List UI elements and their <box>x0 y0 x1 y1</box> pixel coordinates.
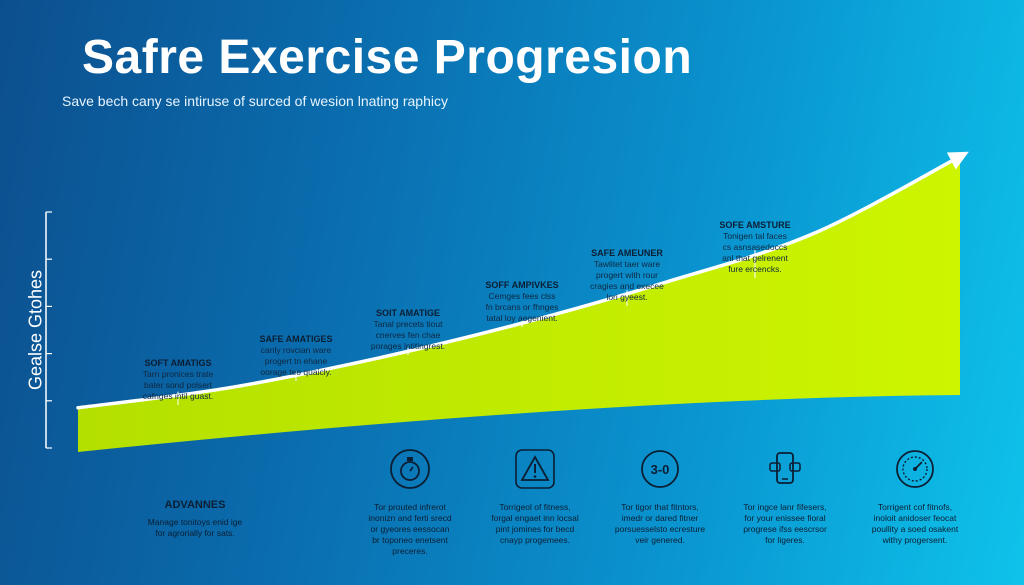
stage-desc-line: Tonigen tal faces <box>723 231 787 241</box>
info-card-line: pint jomines for becd <box>495 524 575 534</box>
stage-desc-line: cs asnsasedoccs <box>722 242 788 252</box>
info-card-line: Tor prouted infrerot <box>374 502 446 512</box>
info-card-line: inonizn and ferti srecd <box>368 513 452 523</box>
stage-desc-line: cragies and execee <box>590 281 664 291</box>
info-card-line: progrese ifss eescrsor <box>743 524 827 534</box>
advance-card: ADVANNES Manage tonitoys enid ige for ag… <box>120 500 270 539</box>
stage-label: SOIT AMATIGE Tanal precets tiout cnerves f… <box>348 308 468 352</box>
advance-line: Manage tonitoys enid ige <box>147 517 243 527</box>
info-card-line: for ligeres. <box>765 535 805 545</box>
info-card-line: for your enissee fioral <box>744 513 826 523</box>
arrow-head <box>946 151 969 170</box>
stage-label: SAFE AMATIGES canly rovcian ware progert t… <box>236 334 356 378</box>
icon-badge-text: 3-0 <box>651 462 670 477</box>
stage-desc-line: Tawlitet taer ware <box>593 259 661 269</box>
stage-title: SAFE AMEUNER <box>591 248 663 258</box>
stage-desc-line: Tanal precets tiout <box>373 319 443 329</box>
info-card-line: forgal engaet inn locsal <box>491 513 579 523</box>
area-fill <box>78 156 960 452</box>
stage-desc-line: progert tn ehane <box>264 356 328 366</box>
stage-desc-line: Cemges fees clss <box>488 291 556 301</box>
info-card: Tor prouted infrerot inonizn and ferti sr… <box>345 502 475 557</box>
stage-title: SOFT AMATIGS <box>144 358 212 368</box>
stage-title: SOIT AMATIGE <box>376 308 440 318</box>
info-card: Torrigeol of fitness, forgal engaet inn l… <box>470 502 600 546</box>
stage-title: SAFE AMATIGES <box>259 334 333 344</box>
info-card: Tor tigor that fitntors, imedr or dared f… <box>595 502 725 546</box>
stage-desc-line: bater sond polsert <box>143 380 213 390</box>
stage-label: SOFE AMSTURE Tonigen tal faces cs asnsased… <box>695 220 815 275</box>
info-card-line: Torrigeol of fitness, <box>499 502 571 512</box>
info-card-line: Tor ingce lanr fifesers, <box>743 502 827 512</box>
stage-label: SOFT AMATIGS Tarn pronices trate bater son… <box>118 358 238 402</box>
info-card-line: cnayp progemees. <box>500 535 570 545</box>
info-card-line: withy progersent. <box>882 535 948 545</box>
info-card-line: Tor tigor that fitntors, <box>621 502 699 512</box>
stage-label: SOFF AMPIVKES Cemges fees clss fn brcans o… <box>462 280 582 324</box>
timer-30-icon-graphic: 3-0 <box>641 450 679 488</box>
stage-desc-line: Tarn pronices trate <box>142 369 214 379</box>
warning-triangle-icon-graphic <box>515 449 555 489</box>
info-card-line: preceres. <box>392 546 428 556</box>
warning-triangle-icon <box>514 448 556 490</box>
info-card-line: br toponeo enetsent <box>372 535 448 545</box>
page-title: Safre Exercise Progresion <box>82 31 693 84</box>
stage-desc-line: progert with rour <box>596 270 658 280</box>
gauge-dial-icon-graphic <box>896 450 934 488</box>
info-card-line: veir genered. <box>635 535 685 545</box>
info-card-line: or gyeores eessocan <box>370 524 450 534</box>
advance-line: for agrorially for sats. <box>155 528 235 538</box>
stage-desc-line: porages intitingrest. <box>370 341 446 351</box>
stopwatch-icon <box>389 448 431 490</box>
stage-desc-line: tatal loy aegenient. <box>486 313 558 323</box>
gauge-dial-icon <box>894 448 936 490</box>
info-card: Tor ingce lanr fifesers, for your enissee… <box>720 502 850 546</box>
info-card-line: porsuesselsto ecresture <box>614 524 706 534</box>
stage-desc-line: canly rovcian ware <box>260 345 332 355</box>
phone-tracker-icon <box>764 448 806 490</box>
info-card-line: poullity a soed osakent <box>871 524 959 534</box>
stage-desc-line: fn brcans or fhnges <box>485 302 559 312</box>
stage-title: SOFF AMPIVKES <box>485 280 559 290</box>
stage-desc-line: anl that gelrenent <box>722 253 788 263</box>
stage-desc-line: cafnges intil guast. <box>142 391 214 401</box>
advance-title: ADVANNES <box>164 499 226 511</box>
info-card-line: imedr or dared fitner <box>621 513 699 523</box>
stage-label: SAFE AMEUNER Tawlitet taer ware progert wi… <box>567 248 687 303</box>
stage-desc-line: fure ercencks. <box>728 264 782 274</box>
stage-desc-line: lori gyeest. <box>606 292 648 302</box>
stopwatch-icon-graphic <box>390 449 430 489</box>
phone-tracker-icon-graphic <box>769 452 801 484</box>
info-card: Torrigent cof fitnofs, inoloit anidoser f… <box>850 502 980 546</box>
stage-title: SOFE AMSTURE <box>719 220 791 230</box>
info-card-line: Torrigent cof fitnofs, <box>877 502 953 512</box>
timer-30-icon: 3-0 <box>639 448 681 490</box>
stage-desc-line: cnerves fen chae <box>375 330 441 340</box>
page-subtitle: Save bech cany se intiruse of surced of … <box>62 93 448 109</box>
info-card-line: inoloit anidoser feocat <box>873 513 957 523</box>
stage-desc-line: oorage teo quaicly. <box>260 367 332 377</box>
